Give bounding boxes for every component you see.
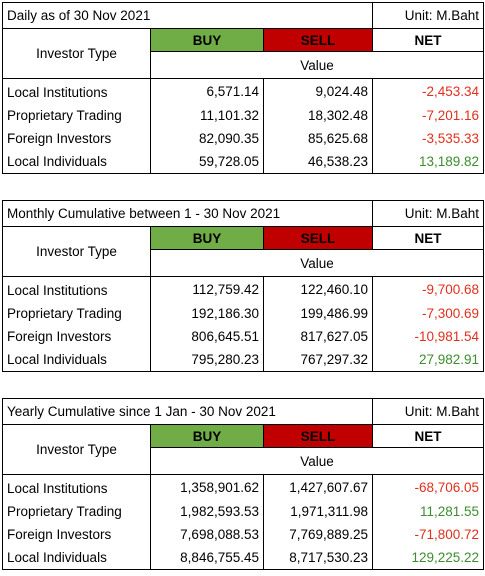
value-header: Value: [149, 447, 485, 475]
header-row: Investor Type BUY SELL NET: [2, 424, 485, 475]
table-row: Foreign Investors 82,090.35 85,625.68 -3,53…: [2, 127, 484, 150]
sell-value: 18,302.48: [263, 104, 373, 127]
buy-value: 8,846,755.45: [150, 546, 264, 570]
net-value: -7,300.69: [372, 302, 485, 325]
header-row: Investor Type BUY SELL NET: [2, 226, 485, 277]
value-row: Value: [3, 249, 485, 277]
investor-name: Proprietary Trading: [2, 302, 151, 325]
sell-header: SELL: [262, 424, 374, 448]
buy-value: 1,982,593.53: [150, 500, 264, 523]
title-row: Monthly Cumulative between 1 - 30 Nov 20…: [1, 200, 485, 227]
net-header: NET: [372, 28, 484, 52]
sell-value: 7,769,889.25: [262, 523, 374, 546]
net-header: NET: [372, 226, 485, 250]
investor-table-1: Daily as of 30 Nov 2021 Unit: M.Baht Inves…: [2, 2, 484, 174]
table-row: Local Institutions 112,759.42 122,460.10 -9…: [2, 276, 485, 302]
sell-value: 46,538.23: [263, 150, 373, 174]
buy-value: 11,101.32: [150, 104, 264, 127]
buy-value: 192,186.30: [150, 302, 264, 325]
net-value: 27,982.91: [372, 348, 485, 372]
buy-value: 59,728.05: [150, 150, 264, 174]
unit-label: Unit: M.Baht: [372, 2, 484, 29]
buy-header: BUY: [150, 28, 264, 52]
net-value: -9,700.68: [372, 276, 485, 302]
buy-header: BUY: [150, 424, 264, 448]
unit-label: Unit: M.Baht: [372, 398, 485, 425]
sell-value: 817,627.05: [262, 325, 374, 348]
investor-type-header: Investor Type: [2, 424, 151, 475]
value-row: Value: [3, 447, 485, 475]
table-row: Foreign Investors 7,698,088.53 7,769,889.2…: [2, 523, 485, 546]
net-header: NET: [372, 424, 485, 448]
table-title: Daily as of 30 Nov 2021: [2, 2, 373, 29]
sell-value: 85,625.68: [263, 127, 373, 150]
buy-value: 795,280.23: [150, 348, 264, 372]
investor-type-header: Investor Type: [2, 28, 151, 79]
header-row: Investor Type BUY SELL NET: [2, 28, 484, 79]
net-value: -2,453.34: [372, 78, 484, 104]
net-value: -71,800.72: [372, 523, 485, 546]
investor-name: Proprietary Trading: [2, 500, 151, 523]
value-header: Value: [150, 51, 484, 79]
value-header: Value: [149, 249, 485, 277]
buy-header: BUY: [150, 226, 264, 250]
investor-name: Local Individuals: [2, 150, 151, 174]
buy-value: 6,571.14: [150, 78, 264, 104]
table-row: Foreign Investors 806,645.51 817,627.05 -10…: [2, 325, 485, 348]
investor-name: Foreign Investors: [2, 127, 151, 150]
buy-value: 806,645.51: [150, 325, 264, 348]
table-row: Local Individuals 795,280.23 767,297.32 27,…: [2, 348, 485, 372]
buy-value: 112,759.42: [150, 276, 264, 302]
net-value: -3,535.33: [372, 127, 484, 150]
sell-value: 9,024.48: [263, 78, 373, 104]
table-row: Proprietary Trading 1,982,593.53 1,971,311…: [2, 500, 485, 523]
investor-name: Local Individuals: [2, 348, 151, 372]
investor-name: Local Institutions: [2, 276, 151, 302]
sell-header: SELL: [262, 226, 374, 250]
title-row: Daily as of 30 Nov 2021 Unit: M.Baht: [2, 2, 484, 29]
title-row: Yearly Cumulative since 1 Jan - 30 Nov 2…: [1, 398, 485, 425]
investor-name: Proprietary Trading: [2, 104, 151, 127]
buy-value: 82,090.35: [150, 127, 264, 150]
sell-value: 1,971,311.98: [262, 500, 374, 523]
table-row: Local Institutions 1,358,901.62 1,427,607.…: [2, 474, 485, 500]
table-title: Monthly Cumulative between 1 - 30 Nov 20…: [1, 200, 374, 227]
investor-table-3: Yearly Cumulative since 1 Jan - 30 Nov 2…: [1, 398, 485, 570]
investor-name: Local Institutions: [2, 78, 151, 104]
table-row: Local Individuals 8,846,755.45 8,717,530.2…: [2, 546, 485, 570]
investor-name: Foreign Investors: [2, 523, 151, 546]
net-value: 129,225.22: [372, 546, 485, 570]
net-value: -10,981.54: [372, 325, 485, 348]
table-row: Local Individuals 59,728.05 46,538.23 13,18…: [2, 150, 484, 174]
investor-name: Local Institutions: [2, 474, 151, 500]
value-row: Value: [3, 51, 484, 79]
net-value: -68,706.05: [372, 474, 485, 500]
investor-name: Foreign Investors: [2, 325, 151, 348]
unit-label: Unit: M.Baht: [372, 200, 485, 227]
sell-value: 1,427,607.67: [262, 474, 374, 500]
net-value: -7,201.16: [372, 104, 484, 127]
sell-value: 767,297.32: [262, 348, 374, 372]
table-title: Yearly Cumulative since 1 Jan - 30 Nov 2…: [1, 398, 374, 425]
sell-value: 8,717,530.23: [262, 546, 374, 570]
investor-name: Local Individuals: [2, 546, 151, 570]
net-value: 11,281.55: [372, 500, 485, 523]
net-value: 13,189.82: [372, 150, 484, 174]
table-row: Proprietary Trading 11,101.32 18,302.48 -7,…: [2, 104, 484, 127]
table-row: Proprietary Trading 192,186.30 199,486.99-…: [2, 302, 485, 325]
buy-value: 7,698,088.53: [150, 523, 264, 546]
sell-value: 122,460.10: [262, 276, 374, 302]
sell-value: 199,486.99: [262, 302, 374, 325]
buy-value: 1,358,901.62: [150, 474, 264, 500]
investor-type-header: Investor Type: [2, 226, 151, 277]
investor-table-2: Monthly Cumulative between 1 - 30 Nov 20…: [1, 200, 485, 372]
sell-header: SELL: [263, 28, 373, 52]
table-row: Local Institutions 6,571.14 9,024.48 -2,453…: [2, 78, 484, 104]
